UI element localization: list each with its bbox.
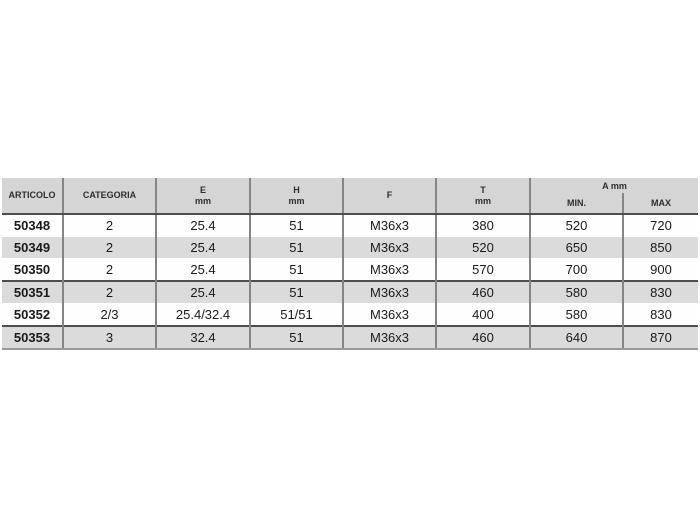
cell-value: M36x3 [342, 280, 436, 304]
cell-value: 25.4/32.4 [155, 303, 250, 326]
col-header-h-label: H [293, 184, 300, 195]
cell-value: 2 [62, 280, 156, 304]
cell-value: M36x3 [342, 325, 436, 350]
col-header-categoria: CATEGORIA [62, 178, 156, 215]
cell-value: 2/3 [62, 303, 156, 326]
cell-value: 51 [249, 236, 343, 259]
cell-value: 870 [621, 325, 699, 350]
cell-value: M36x3 [342, 213, 436, 237]
cell-value: 2 [62, 213, 156, 237]
cell-value: 700 [529, 258, 623, 281]
cell-value: 830 [621, 280, 699, 304]
cell-value: 580 [529, 303, 623, 326]
col-header-t-unit: mm [474, 195, 491, 206]
cell-value: 2 [62, 258, 156, 281]
col-header-h-mm: H mm [249, 178, 343, 215]
cell-value: 830 [621, 303, 699, 326]
cell-value: 640 [529, 325, 623, 350]
cell-value: 3 [62, 325, 156, 350]
col-header-h-unit: mm [288, 195, 305, 206]
cell-value: 51 [249, 280, 343, 304]
table-row: 50348 2 25.4 51 M36x3 380 520 720 [2, 213, 699, 237]
cell-value: 720 [621, 213, 699, 237]
table-row: 50350 2 25.4 51 M36x3 570 700 900 [2, 258, 699, 281]
cell-value: 2 [62, 236, 156, 259]
col-header-t-label: T [480, 184, 486, 195]
cell-articolo: 50350 [2, 258, 63, 281]
col-header-a-max: MAX [621, 193, 699, 215]
cell-value: 850 [621, 236, 699, 259]
table-row: 50349 2 25.4 51 M36x3 520 650 850 [2, 236, 699, 259]
cell-articolo: 50352 [2, 303, 63, 326]
cell-value: 400 [435, 303, 530, 326]
col-header-t-mm: T mm [435, 178, 530, 215]
cell-value: M36x3 [342, 236, 436, 259]
cell-value: 25.4 [155, 236, 250, 259]
cell-value: M36x3 [342, 303, 436, 326]
cell-articolo: 50348 [2, 213, 63, 237]
table-header: ARTICOLO CATEGORIA E mm H mm F [2, 178, 699, 215]
cell-value: 51 [249, 325, 343, 350]
col-header-f: F [342, 178, 436, 215]
col-header-a-mm: A mm [528, 178, 699, 193]
cell-value: 380 [435, 213, 530, 237]
cell-value: M36x3 [342, 258, 436, 281]
cell-articolo: 50353 [2, 325, 63, 350]
cell-value: 51 [249, 258, 343, 281]
cell-value: 25.4 [155, 258, 250, 281]
cell-value: 25.4 [155, 280, 250, 304]
cell-value: 460 [435, 280, 530, 304]
cell-value: 580 [529, 280, 623, 304]
cell-value: 51/51 [249, 303, 343, 326]
table-row: 50352 2/3 25.4/32.4 51/51 M36x3 400 580 830 [2, 303, 699, 326]
cell-value: 900 [621, 258, 699, 281]
table-body: 50348 2 25.4 51 M36x3 380 520 720 50349 2 25.4 51 M3… [2, 213, 699, 350]
cell-value: 32.4 [155, 325, 250, 350]
col-header-e-label: E [199, 184, 206, 195]
table-row: 50353 3 32.4 51 M36x3 460 640 870 [2, 325, 699, 350]
cell-value: 650 [529, 236, 623, 259]
table-row: 50351 2 25.4 51 M36x3 460 580 830 [2, 280, 699, 304]
cell-value: 570 [435, 258, 530, 281]
col-header-e-mm: E mm [155, 178, 250, 215]
cell-value: 520 [435, 236, 530, 259]
col-header-articolo: ARTICOLO [2, 178, 63, 215]
cell-articolo: 50351 [2, 280, 63, 304]
col-header-a-min: MIN. [529, 193, 623, 215]
col-header-e-unit: mm [194, 195, 211, 206]
cell-value: 51 [249, 213, 343, 237]
product-spec-table: ARTICOLO CATEGORIA E mm H mm F [2, 178, 699, 350]
cell-articolo: 50349 [2, 236, 63, 259]
cell-value: 520 [529, 213, 623, 237]
cell-value: 460 [435, 325, 530, 350]
cell-value: 25.4 [155, 213, 250, 237]
